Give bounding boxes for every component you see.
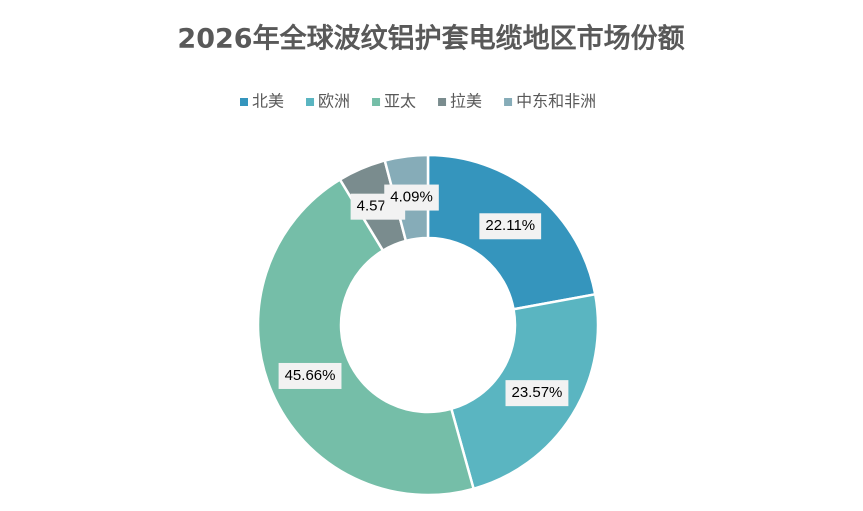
data-label: 22.11% [485,217,535,234]
data-label: 45.66% [285,367,336,384]
chart-title: 2026年全球波纹铝护套电缆地区市场份额 [177,23,684,55]
data-label-box [384,184,439,211]
data-label: 23.57% [512,384,563,401]
legend-label: 中东和非洲 [516,92,596,111]
legend-marker [240,98,248,106]
legend-marker [306,98,315,106]
data-label-box [278,362,342,389]
legend-marker [438,98,447,106]
legend-marker [372,98,381,106]
legend-label: 欧洲 [318,92,350,111]
data-label-box [479,213,542,240]
legend-label: 拉美 [450,92,482,111]
legend-label: 北美 [252,92,284,111]
legend-label: 亚太 [384,92,416,111]
data-label-box [505,380,569,407]
data-label: 4.09% [390,189,433,206]
legend-marker [504,98,513,106]
donut-slice [256,177,476,497]
